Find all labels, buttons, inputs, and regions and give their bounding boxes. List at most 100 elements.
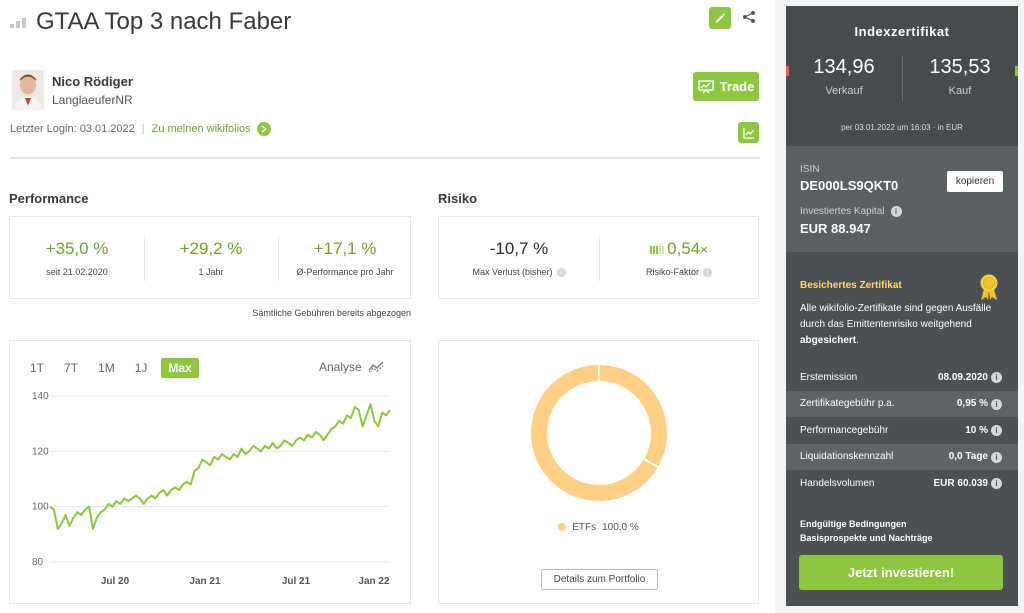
info-icon[interactable]: i bbox=[991, 478, 1002, 489]
fact-row: Zertifikategebühr p.a. 0,95 % i bbox=[786, 390, 1018, 417]
arrow-right-icon[interactable] bbox=[256, 122, 271, 136]
capital-label-row: Investiertes Kapital i bbox=[800, 206, 902, 217]
share-icon bbox=[743, 11, 755, 23]
avatar[interactable] bbox=[12, 70, 44, 110]
donut-slice[interactable] bbox=[531, 365, 667, 501]
donut-separator bbox=[642, 457, 660, 469]
metric-label: Max Verlust (bisher) bbox=[472, 267, 553, 277]
info-icon[interactable]: i bbox=[991, 425, 1002, 436]
range-tab-1m[interactable]: 1M bbox=[98, 361, 115, 375]
x-tick-label: Jul 20 bbox=[101, 576, 130, 587]
page-title: GTAA Top 3 nach Faber bbox=[36, 8, 292, 35]
buy-label: Kauf bbox=[948, 85, 972, 97]
range-tab-1t[interactable]: 1T bbox=[30, 361, 45, 375]
documents-links: Endgültige Bedingungen Basisprospekte un… bbox=[800, 517, 933, 545]
medal-icon bbox=[980, 274, 998, 300]
metric-label-row: Risiko-Faktor i bbox=[599, 267, 759, 278]
my-wikifolios-link[interactable]: Zu meinen wikifolios bbox=[151, 123, 251, 135]
performance-one-year: +29,2 % 1 Jahr bbox=[144, 217, 278, 300]
metric-value: -10,7 % bbox=[489, 239, 549, 258]
buy-price: 135,53 bbox=[929, 56, 991, 78]
capital-label: Investiertes Kapital bbox=[800, 206, 885, 217]
prospectus-link[interactable]: Basisprospekte und Nachträge bbox=[800, 533, 933, 543]
range-tabs: 1T 7T 1M 1J Max bbox=[30, 358, 219, 378]
metric-label: 1 Jahr bbox=[198, 267, 224, 277]
trade-button[interactable]: Trade bbox=[693, 72, 759, 101]
metric-value-row: 0,54× bbox=[599, 239, 759, 259]
trend-chart-icon bbox=[742, 127, 754, 139]
trader-handle[interactable]: LanglaeuferNR bbox=[52, 93, 133, 107]
info-icon[interactable]: i bbox=[991, 398, 1002, 410]
analyse-button[interactable]: Analyse bbox=[319, 360, 384, 374]
login-line: Letzter Login: 03.01.2022 | Zu meinen wi… bbox=[10, 122, 271, 136]
isin-block: ISIN DE000LS9QKT0 kopieren Investiertes … bbox=[786, 146, 1018, 252]
fact-value: 10 % bbox=[965, 424, 988, 436]
ranking-bars-icon bbox=[10, 16, 28, 28]
x-tick-label: Jan 21 bbox=[189, 576, 221, 587]
info-icon[interactable]: i bbox=[991, 451, 1002, 463]
divider bbox=[278, 237, 279, 281]
risk-factor: 0,54× Risiko-Faktor i bbox=[599, 217, 759, 300]
fact-row: Performancegebühr 10 % i bbox=[786, 417, 1018, 444]
performance-since-start: +35,0 % seit 21.02.2020 bbox=[10, 217, 144, 300]
invest-button[interactable]: Jetzt investieren! bbox=[799, 555, 1003, 590]
divider bbox=[599, 237, 600, 281]
fact-key: Liquidationskennzahl bbox=[800, 451, 894, 463]
main-content: GTAA Top 3 nach Faber Nico Rödiger Langl… bbox=[0, 0, 775, 613]
y-tick-label: 100 bbox=[32, 502, 49, 513]
fact-key: Performancegebühr bbox=[800, 424, 889, 436]
max-loss: -10,7 % Max Verlust (bisher) i bbox=[439, 217, 599, 300]
secured-title: Besichertes Zertifikat bbox=[800, 280, 902, 291]
secured-text-main: Alle wikifolio-Zertifikate sind gegen Au… bbox=[800, 303, 992, 330]
portfolio-card: ETFs 100,0 % Details zum Portfolio bbox=[438, 340, 759, 604]
chart-view-button[interactable] bbox=[738, 122, 759, 143]
divider bbox=[902, 56, 903, 101]
metric-label-row: Max Verlust (bisher) i bbox=[439, 267, 599, 278]
y-tick-label: 80 bbox=[32, 557, 44, 568]
isin-label: ISIN bbox=[800, 164, 820, 175]
divider bbox=[144, 237, 145, 281]
edit-button[interactable] bbox=[709, 7, 731, 29]
y-tick-label: 120 bbox=[32, 446, 49, 457]
fact-key: Zertifikategebühr p.a. bbox=[800, 398, 895, 410]
sell-label: Verkauf bbox=[825, 85, 863, 97]
info-icon[interactable]: i bbox=[890, 206, 902, 217]
range-tab-1j[interactable]: 1J bbox=[134, 361, 148, 375]
trader-name[interactable]: Nico Rödiger bbox=[52, 74, 133, 89]
metric-suffix: × bbox=[700, 242, 708, 257]
secured-text: Alle wikifolio-Zertifikate sind gegen Au… bbox=[800, 301, 1000, 349]
info-icon[interactable]: i bbox=[991, 372, 1002, 383]
info-icon[interactable]: i bbox=[703, 268, 712, 278]
price-timestamp: per 03.01.2022 um 16:03 · in EUR bbox=[841, 123, 963, 132]
portfolio-legend: ETFs 100,0 % bbox=[439, 522, 758, 533]
metric-value: 0,54 bbox=[667, 239, 701, 258]
legend-label: ETFs bbox=[572, 522, 597, 533]
isin-value: DE000LS9QKT0 bbox=[800, 178, 899, 193]
copy-isin-button[interactable]: kopieren bbox=[947, 171, 1003, 192]
share-button[interactable] bbox=[740, 7, 758, 27]
range-tab-7t[interactable]: 7T bbox=[64, 361, 79, 375]
analysis-chart-icon bbox=[368, 361, 384, 373]
fact-row: Erstemission 08.09.2020 i bbox=[786, 364, 1018, 391]
certificate-panel: Indexzertifikat 134,96 Verkauf 135,53 Ka… bbox=[786, 6, 1018, 606]
certificate-facts: Erstemission 08.09.2020 i Zertifikategebüh… bbox=[786, 364, 1018, 497]
performance-line bbox=[49, 403, 391, 530]
final-terms-link[interactable]: Endgültige Bedingungen bbox=[800, 519, 907, 529]
metric-label: Ø-Performance pro Jahr bbox=[296, 267, 394, 277]
y-tick-label: 140 bbox=[32, 391, 49, 402]
info-icon[interactable]: i bbox=[556, 268, 566, 278]
portfolio-details-button[interactable]: Details zum Portfolio bbox=[541, 569, 658, 590]
x-tick-label: Jul 21 bbox=[282, 576, 311, 587]
analyse-label: Analyse bbox=[319, 360, 362, 374]
fact-value: 08.09.2020 bbox=[937, 371, 988, 383]
fact-row: Liquidationskennzahl 0,0 Tage i bbox=[786, 443, 1018, 470]
secured-text-end: . bbox=[856, 335, 859, 346]
pencil-icon bbox=[715, 13, 725, 23]
legend-value: 100,0 % bbox=[602, 522, 639, 533]
fact-value: 0,95 % bbox=[956, 398, 988, 410]
secured-text-bold: abgesichert bbox=[800, 335, 857, 346]
legend-swatch bbox=[558, 523, 567, 532]
range-tab-max[interactable]: Max bbox=[161, 358, 199, 378]
fact-value: 0,0 Tage bbox=[948, 451, 988, 463]
performance-chart-card: 1T 7T 1M 1J Max Analyse 80 100 120 140 Jul 2… bbox=[9, 340, 411, 604]
